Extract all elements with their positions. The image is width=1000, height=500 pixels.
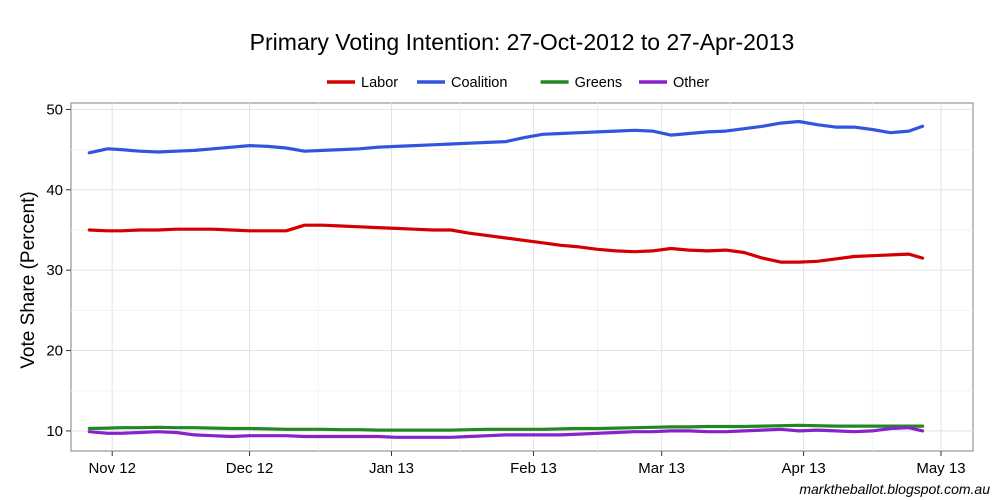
series-line-greens [87, 423, 925, 432]
y-tick-label: 40 [46, 182, 63, 199]
legend-label: Labor [361, 75, 398, 91]
legend-label: Other [673, 75, 709, 91]
legend-item-coalition: Coalition [417, 75, 507, 91]
major-gridlines [71, 103, 973, 451]
y-tick-label: 10 [46, 423, 63, 440]
x-tick-label: Jan 13 [369, 460, 414, 477]
legend-item-other: Other [639, 75, 709, 91]
x-tick-label: Apr 13 [781, 460, 825, 477]
x-tick-label: May 13 [916, 460, 965, 477]
legend-item-labor: Labor [327, 75, 398, 91]
y-tick-label: 30 [46, 262, 63, 279]
y-tick-label: 20 [46, 343, 63, 360]
x-tick-label: Mar 13 [638, 460, 685, 477]
y-axis-title: Vote Share (Percent) [18, 191, 39, 368]
x-tick-label: Nov 12 [88, 460, 136, 477]
series-line-other [87, 426, 925, 439]
series-line-labor [87, 223, 925, 264]
y-tick-label: 50 [46, 101, 63, 118]
series-line-coalition [87, 119, 925, 155]
legend-label: Greens [575, 75, 623, 91]
x-tick-label: Dec 12 [226, 460, 274, 477]
series-lines [87, 119, 925, 439]
credit-text: marktheballot.blogspot.com.au [799, 481, 990, 497]
legend-label: Coalition [451, 75, 507, 91]
x-tick-label: Feb 13 [510, 460, 557, 477]
chart-title: Primary Voting Intention: 27-Oct-2012 to… [250, 29, 795, 55]
legend-item-greens: Greens [540, 75, 623, 91]
axes: 10 20 30 40 50 Nov 12 Dec 12 Jan 13 Feb 13 Mar 13… [46, 101, 965, 477]
plot-panel [70, 102, 974, 452]
legend: Labor Coalition Greens Other [327, 75, 709, 91]
